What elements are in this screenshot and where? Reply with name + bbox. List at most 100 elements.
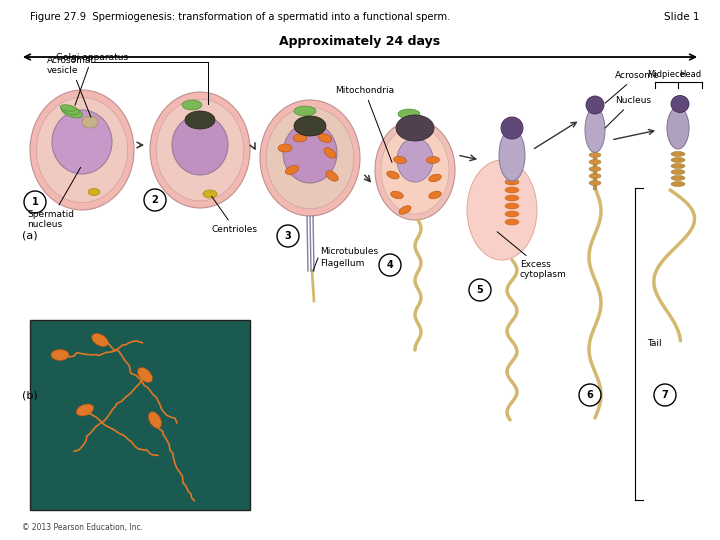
Ellipse shape (76, 404, 94, 416)
Ellipse shape (293, 134, 307, 143)
Text: 7: 7 (662, 390, 668, 400)
Ellipse shape (671, 181, 685, 186)
Ellipse shape (60, 105, 79, 114)
Ellipse shape (156, 99, 244, 201)
Ellipse shape (394, 156, 406, 164)
Text: (a): (a) (22, 231, 37, 241)
Ellipse shape (88, 188, 100, 195)
Ellipse shape (37, 98, 127, 202)
Text: Centrioles: Centrioles (212, 196, 258, 234)
Ellipse shape (61, 106, 83, 118)
Ellipse shape (398, 109, 420, 119)
Ellipse shape (429, 191, 441, 199)
Circle shape (469, 279, 491, 301)
Ellipse shape (260, 100, 360, 216)
Ellipse shape (148, 411, 161, 428)
Ellipse shape (387, 172, 400, 179)
Text: © 2013 Pearson Education, Inc.: © 2013 Pearson Education, Inc. (22, 523, 143, 532)
Text: Excess
cytoplasm: Excess cytoplasm (497, 232, 567, 279)
Circle shape (379, 254, 401, 276)
Ellipse shape (671, 158, 685, 163)
Text: Microtubules: Microtubules (320, 246, 378, 255)
Circle shape (579, 384, 601, 406)
Ellipse shape (427, 156, 439, 164)
Ellipse shape (505, 187, 519, 193)
Text: Acrosomal
vesicle: Acrosomal vesicle (47, 56, 94, 117)
Text: Approximately 24 days: Approximately 24 days (279, 35, 441, 48)
Ellipse shape (501, 117, 523, 139)
Bar (30, 320, 250, 510)
Ellipse shape (505, 195, 519, 201)
Ellipse shape (294, 116, 326, 136)
Ellipse shape (671, 152, 685, 157)
Text: (b): (b) (22, 390, 37, 400)
Ellipse shape (91, 333, 108, 347)
Ellipse shape (381, 126, 449, 214)
Ellipse shape (279, 144, 292, 153)
Text: Head: Head (679, 70, 701, 79)
Text: Midpiece: Midpiece (647, 70, 685, 79)
Ellipse shape (391, 191, 403, 199)
Text: 3: 3 (284, 231, 292, 241)
Ellipse shape (203, 190, 217, 198)
Ellipse shape (82, 116, 98, 128)
Text: Tail: Tail (647, 340, 662, 348)
Ellipse shape (182, 100, 202, 110)
Ellipse shape (397, 138, 433, 182)
Text: Acrosome: Acrosome (605, 71, 660, 103)
Ellipse shape (318, 133, 332, 143)
Ellipse shape (325, 172, 339, 180)
Ellipse shape (60, 105, 76, 111)
Text: Figure 27.9  Spermiogenesis: transformation of a spermatid into a functional spe: Figure 27.9 Spermiogenesis: transformati… (30, 12, 451, 22)
Ellipse shape (467, 160, 537, 260)
Circle shape (277, 225, 299, 247)
Text: 4: 4 (387, 260, 393, 270)
Ellipse shape (586, 96, 604, 114)
Text: Spermatid
nucleus: Spermatid nucleus (27, 167, 81, 230)
Ellipse shape (671, 164, 685, 168)
Text: 2: 2 (152, 195, 158, 205)
Ellipse shape (172, 115, 228, 175)
Ellipse shape (283, 123, 337, 183)
Ellipse shape (375, 120, 455, 220)
Ellipse shape (30, 90, 134, 210)
Ellipse shape (589, 159, 601, 165)
Circle shape (654, 384, 676, 406)
Ellipse shape (294, 106, 316, 116)
Text: Flagellum: Flagellum (320, 260, 364, 268)
Ellipse shape (667, 107, 689, 149)
Ellipse shape (266, 107, 354, 209)
Ellipse shape (671, 170, 685, 174)
Ellipse shape (589, 166, 601, 172)
Text: Slide 1: Slide 1 (665, 12, 700, 22)
Text: Mitochondria: Mitochondria (335, 86, 394, 163)
Ellipse shape (399, 206, 411, 214)
Ellipse shape (52, 110, 112, 174)
Ellipse shape (671, 176, 685, 180)
Circle shape (24, 191, 46, 213)
Text: 6: 6 (587, 390, 593, 400)
Text: Nucleus: Nucleus (605, 96, 651, 128)
Ellipse shape (324, 147, 336, 158)
Ellipse shape (671, 96, 689, 112)
Ellipse shape (499, 129, 525, 181)
Ellipse shape (589, 180, 601, 186)
Text: Golgi apparatus: Golgi apparatus (56, 53, 128, 105)
Ellipse shape (286, 165, 298, 175)
Text: 1: 1 (32, 197, 38, 207)
Text: 5: 5 (477, 285, 483, 295)
Ellipse shape (185, 111, 215, 129)
Ellipse shape (505, 203, 519, 209)
Ellipse shape (51, 349, 69, 361)
Ellipse shape (589, 152, 601, 158)
Ellipse shape (150, 92, 250, 208)
Ellipse shape (138, 368, 153, 382)
Ellipse shape (505, 179, 519, 185)
Ellipse shape (396, 115, 434, 141)
Ellipse shape (589, 173, 601, 179)
Ellipse shape (429, 173, 441, 183)
Ellipse shape (585, 107, 605, 152)
Ellipse shape (505, 211, 519, 217)
Ellipse shape (505, 219, 519, 225)
Circle shape (144, 189, 166, 211)
